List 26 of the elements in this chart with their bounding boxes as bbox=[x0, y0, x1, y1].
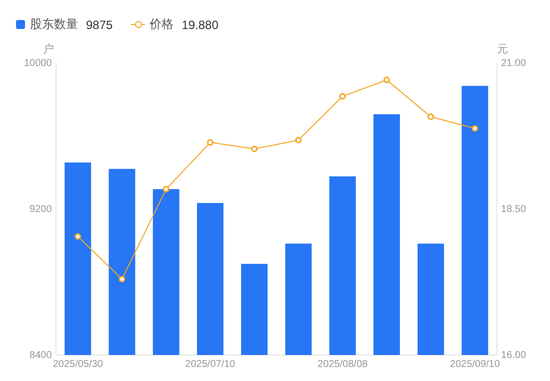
point bbox=[295, 136, 302, 144]
point bbox=[118, 276, 126, 282]
legend-label: 价格 bbox=[150, 16, 174, 33]
legend-label: 股东数量 bbox=[30, 16, 78, 33]
point bbox=[162, 186, 170, 192]
point bbox=[383, 76, 390, 84]
point bbox=[339, 93, 346, 100]
point bbox=[74, 233, 82, 240]
text: 9875 bbox=[86, 18, 113, 32]
y2-tick-label: 18.50 bbox=[500, 204, 526, 215]
text: 19.880 bbox=[182, 18, 218, 32]
point bbox=[251, 146, 258, 152]
x-tick-label: 2025/05/30 bbox=[52, 358, 104, 370]
y2-tick-label: 16.00 bbox=[500, 350, 526, 361]
point bbox=[206, 139, 214, 146]
y-tick-label: 10000 bbox=[24, 58, 52, 69]
y2-tick-label: 21.00 bbox=[500, 58, 526, 69]
x-tick-label: 2025/08/08 bbox=[318, 358, 368, 370]
x-tick-label: 2025/07/10 bbox=[185, 358, 236, 370]
point bbox=[472, 125, 478, 132]
x-tick-label: 2025/09/10 bbox=[450, 358, 500, 370]
y-tick-label: 8400 bbox=[30, 350, 52, 361]
y-tick-label: 9200 bbox=[30, 204, 52, 215]
point bbox=[428, 113, 434, 120]
y-axis-title: 户 bbox=[42, 42, 54, 56]
y2-axis-title: 元 bbox=[496, 42, 508, 56]
